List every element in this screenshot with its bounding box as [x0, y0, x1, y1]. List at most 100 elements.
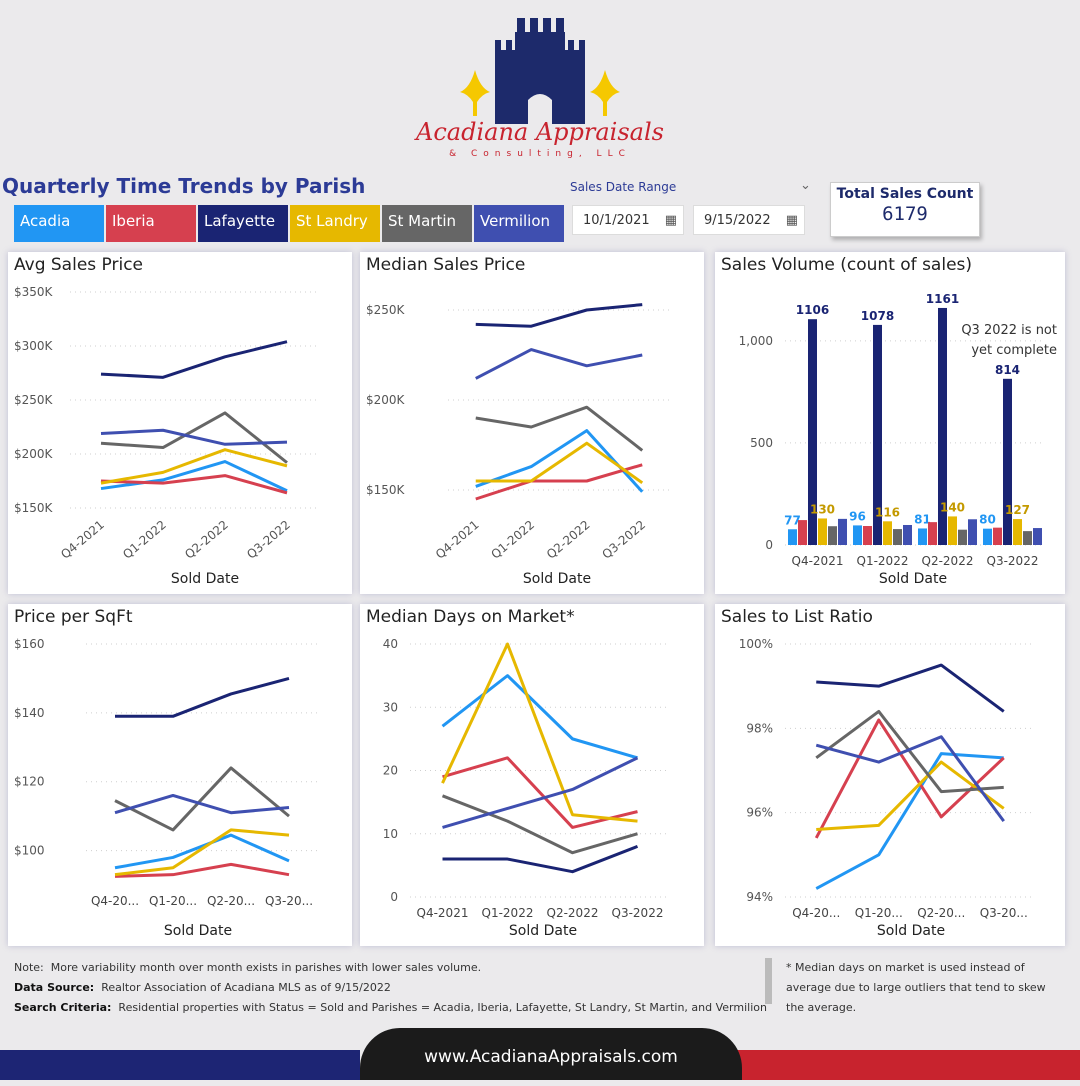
- bar-iberia: [928, 522, 937, 545]
- legend-lafayette[interactable]: Lafayette: [198, 205, 288, 242]
- chart-title: Median Days on Market*: [366, 607, 575, 627]
- bar-vermilion: [903, 524, 912, 545]
- bar-acadia: [983, 528, 992, 545]
- company-logo: Acadiana Appraisals & Consulting, LLC: [414, 18, 664, 159]
- y-tick-label: $150K: [366, 483, 406, 497]
- series-line-vermilion: [442, 756, 639, 829]
- chart-annotation: yet complete: [971, 343, 1057, 358]
- bar-iberia: [993, 527, 1002, 545]
- bar-acadia: [853, 525, 862, 545]
- bar-lafayette: [808, 319, 817, 545]
- source-line: Data Source: Realtor Association of Acad…: [14, 978, 767, 998]
- x-tick-label: Q3-2022: [987, 554, 1039, 568]
- median-price-chart: $150K $200K $250K Q4-2021 Q1-2022 Q2-2022 Q3-2…: [366, 303, 670, 587]
- series-line-acadia: [114, 833, 290, 870]
- x-tick-label: Q3-20...: [980, 906, 1028, 920]
- x-tick-label: Q4-20...: [91, 894, 139, 908]
- series-line-lafayette: [442, 845, 639, 874]
- calendar-icon[interactable]: ▦: [664, 213, 677, 228]
- x-tick-label: Q1-20...: [855, 906, 903, 920]
- x-tick-label: Q4-2021: [417, 906, 469, 920]
- end-date-field[interactable]: 9/15/2022 ▦: [693, 205, 805, 235]
- data-label: 81: [914, 512, 931, 526]
- x-axis-title: Sold Date: [509, 923, 577, 939]
- end-date-value: 9/15/2022: [704, 213, 771, 228]
- y-tick-label: $300K: [14, 339, 54, 353]
- series-line-st-landry: [475, 441, 644, 485]
- s2l-chart: 94% 96% 98% 100% Q4-20... Q1-20... Q2-20... Q3-…: [739, 637, 1035, 939]
- bar-vermilion: [968, 519, 977, 545]
- y-tick-label: $250K: [14, 393, 54, 407]
- y-tick-label: $200K: [14, 447, 54, 461]
- series-line-acadia: [100, 460, 288, 493]
- bar-lafayette: [873, 324, 882, 545]
- series-line-st-martin: [475, 405, 644, 452]
- legend-st-landry[interactable]: St Landry: [290, 205, 380, 242]
- ppsf-panel: Price per SqFt $100 $120 $140 $160 Q4-20... Q…: [8, 604, 352, 946]
- y-tick-label: 94%: [746, 890, 773, 904]
- footer-band-red: [720, 1050, 1080, 1080]
- start-date-field[interactable]: 10/1/2021 ▦: [572, 205, 684, 235]
- series-line-lafayette: [100, 340, 288, 379]
- chevron-down-icon[interactable]: ⌄: [800, 178, 811, 193]
- series-line-st-landry: [114, 828, 290, 877]
- x-axis-title: Sold Date: [171, 571, 239, 587]
- series-line-st-landry: [100, 448, 288, 485]
- data-label: 130: [810, 502, 835, 516]
- series-line-vermilion: [815, 735, 1005, 822]
- ppsf-chart: $100 $120 $140 $160 Q4-20... Q1-20... Q2-20...…: [14, 637, 318, 939]
- x-axis-title: Sold Date: [879, 571, 947, 587]
- series-line-lafayette: [115, 676, 290, 718]
- legend-iberia[interactable]: Iberia: [106, 205, 196, 242]
- y-tick-label: 40: [383, 637, 398, 651]
- legend-acadia[interactable]: Acadia: [14, 205, 104, 242]
- volume-chart: 0 500 1,000 Q4-2021 Q1-2022 Q2-2022 Q3-2022 Sol…: [739, 292, 1057, 587]
- series-line-st-martin: [815, 709, 1004, 794]
- x-tick-label: Q4-2021: [433, 518, 482, 562]
- total-sales-card: Total Sales Count 6179: [830, 182, 980, 237]
- legend-vermilion[interactable]: Vermilion: [474, 205, 564, 242]
- criteria-text: Residential properties with Status = Sol…: [118, 1001, 767, 1014]
- x-tick-label: Q1-2022: [857, 554, 909, 568]
- x-tick-label: Q3-2022: [599, 518, 648, 562]
- x-tick-label: Q1-2022: [120, 518, 169, 562]
- x-tick-label: Q3-2022: [244, 518, 293, 562]
- bar-vermilion: [838, 518, 847, 545]
- series-line-iberia: [114, 862, 290, 878]
- note-text: More variability month over month exists…: [50, 961, 482, 974]
- calendar-icon[interactable]: ▦: [785, 213, 798, 228]
- bar-st-martin: [958, 529, 967, 545]
- series-line-st-martin: [114, 766, 290, 832]
- data-label: 1161: [926, 292, 959, 306]
- bar-acadia: [918, 528, 927, 545]
- source-text: Realtor Association of Acadiana MLS as o…: [101, 981, 391, 994]
- dom-panel: Median Days on Market* 0 10 20 30 40 Q4-2021 Q…: [360, 604, 704, 946]
- y-tick-label: 100%: [739, 637, 773, 651]
- series-line-lafayette: [475, 303, 643, 328]
- x-tick-label: Q2-2022: [547, 906, 599, 920]
- chart-title: Price per SqFt: [14, 607, 133, 627]
- page-title: Quarterly Time Trends by Parish: [2, 174, 366, 198]
- footnote: * Median days on market is used instead …: [786, 958, 1066, 1018]
- bar-st-landry: [883, 521, 892, 545]
- y-tick-label: 0: [390, 890, 398, 904]
- y-tick-label: 98%: [746, 721, 773, 735]
- website-link[interactable]: www.AcadianaAppraisals.com: [360, 1028, 742, 1080]
- bar-st-martin: [828, 526, 837, 545]
- data-label: 80: [979, 513, 996, 527]
- footer-band-blue: [0, 1050, 360, 1080]
- bar-st-martin: [893, 529, 902, 545]
- series-line-st-landry: [441, 642, 638, 823]
- y-tick-label: 30: [383, 700, 398, 714]
- y-tick-label: $350K: [14, 285, 54, 299]
- note-line: Note: More variability month over month …: [14, 958, 767, 978]
- s2l-panel: Sales to List Ratio 94% 96% 98% 100% Q4-20..…: [715, 604, 1065, 946]
- y-tick-label: 20: [383, 764, 398, 778]
- logo-wordmark: Acadiana Appraisals: [414, 118, 664, 146]
- legend-st-martin[interactable]: St Martin: [382, 205, 472, 242]
- series-line-lafayette: [816, 663, 1005, 713]
- bar-acadia: [788, 529, 797, 545]
- series-line-acadia: [815, 752, 1004, 890]
- bar-st-landry: [818, 518, 827, 545]
- notes-block: Note: More variability month over month …: [14, 958, 767, 1018]
